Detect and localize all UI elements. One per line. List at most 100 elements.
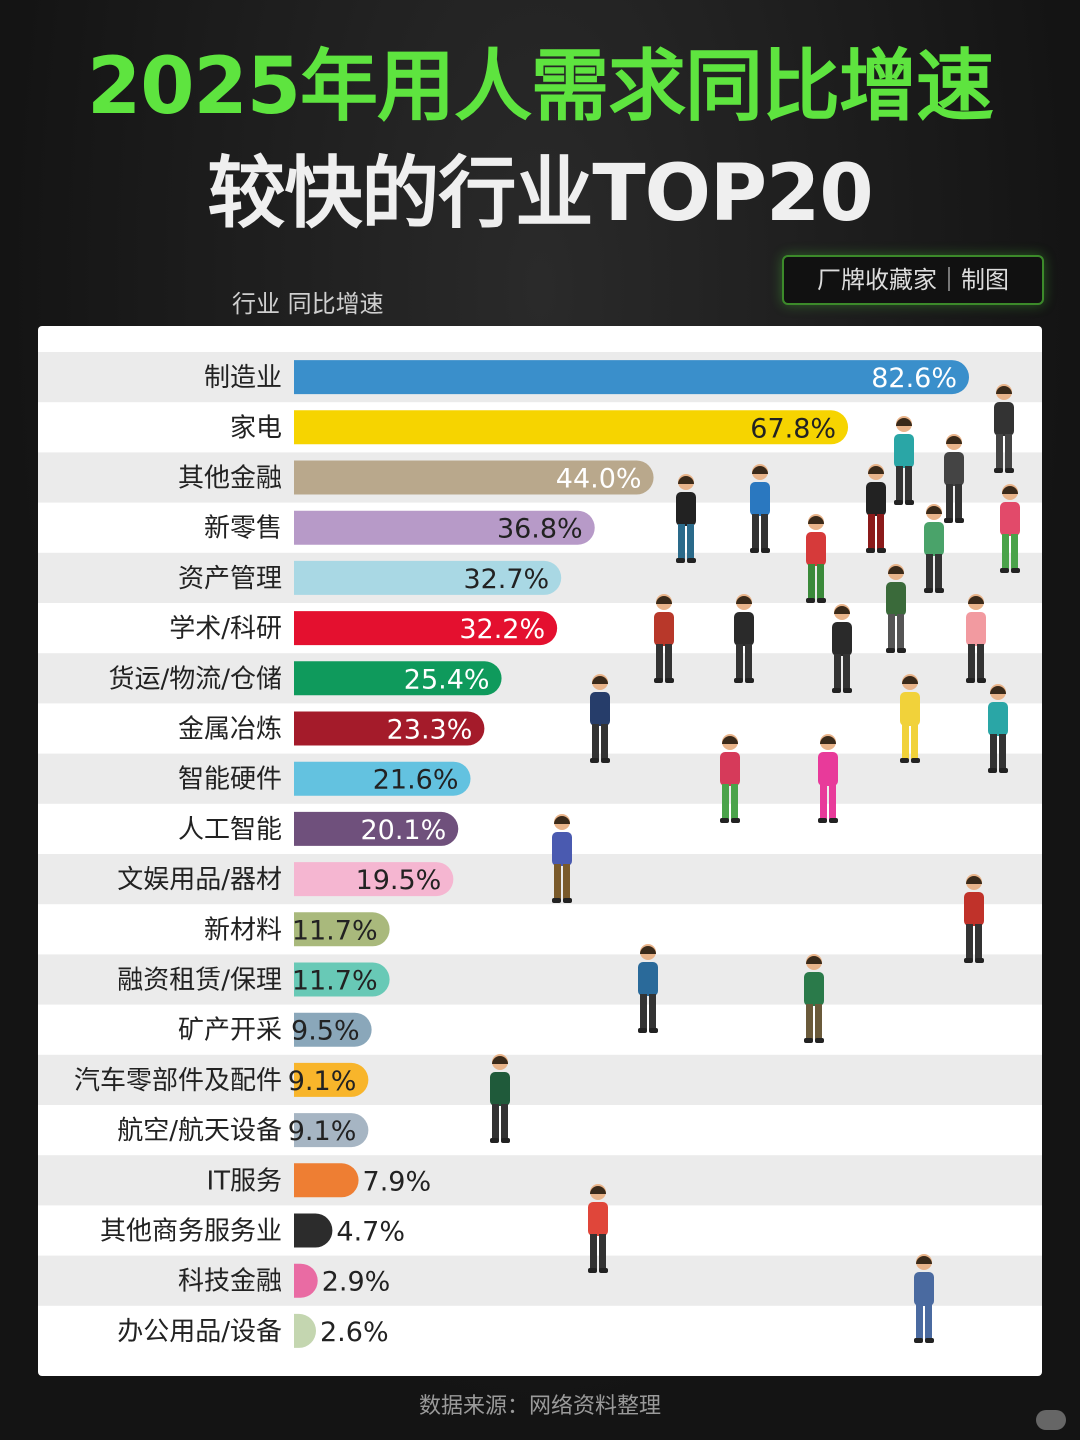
person-figure (750, 464, 770, 553)
row-stripe (38, 753, 1042, 804)
category-label: 货运/物流/仓储 (108, 664, 282, 694)
value-label: 9.1% (288, 1066, 357, 1097)
value-label: 4.7% (336, 1217, 405, 1248)
person-figure (490, 1054, 510, 1143)
person-figure (818, 734, 838, 823)
row-stripe (38, 1155, 1042, 1206)
bar (294, 510, 595, 545)
person-figure (804, 954, 824, 1043)
value-label: 21.6% (373, 765, 459, 796)
row-stripe (38, 954, 1042, 1005)
category-label: 文娱用品/器材 (117, 865, 282, 895)
column-header-label: 行业 同比增速 (232, 290, 384, 318)
brand-badge: 厂牌收藏家｜制图 (782, 255, 1044, 305)
category-label: 人工智能 (178, 815, 282, 845)
category-label: 办公用品/设备 (117, 1317, 282, 1347)
person-figure (994, 384, 1014, 473)
person-figure (806, 514, 826, 603)
person-figure (924, 504, 944, 593)
bar (294, 862, 454, 897)
person-figure (734, 594, 754, 683)
category-label: 制造业 (204, 363, 282, 393)
category-label: 其他商务服务业 (100, 1217, 282, 1247)
chart-title-line2: 较快的行业TOP20 (207, 149, 873, 239)
category-label: 汽车零部件及配件 (74, 1066, 282, 1096)
bar (294, 711, 485, 746)
value-label: 25.4% (404, 664, 490, 695)
value-label: 44.0% (556, 464, 642, 495)
bar (294, 360, 969, 395)
bar (294, 560, 562, 595)
value-label: 32.7% (463, 564, 549, 595)
bar (294, 661, 502, 696)
category-label: 航空/航天设备 (117, 1116, 282, 1146)
row-stripe (38, 1255, 1042, 1306)
category-label: 科技金融 (178, 1267, 282, 1297)
bar (294, 912, 390, 947)
row-stripe (38, 1054, 1042, 1105)
category-label: 资产管理 (178, 564, 282, 594)
person-figure (638, 944, 658, 1033)
person-figure (964, 874, 984, 963)
value-label: 2.9% (322, 1267, 391, 1298)
value-label: 2.6% (320, 1317, 389, 1348)
bar (294, 460, 654, 495)
value-label: 11.7% (292, 915, 378, 946)
value-label: 19.5% (356, 865, 442, 896)
value-label: 32.2% (459, 614, 545, 645)
person-figure (590, 674, 610, 763)
value-label: 9.5% (291, 1016, 360, 1047)
person-figure (944, 434, 964, 523)
category-label: 家电 (230, 413, 282, 443)
person-figure (966, 594, 986, 683)
person-figure (914, 1254, 934, 1343)
chart-title-line1: 2025年用人需求同比增速 (86, 42, 994, 132)
row-stripe (38, 653, 1042, 704)
person-figure (832, 604, 852, 693)
value-label: 67.8% (750, 413, 836, 444)
value-label: 11.7% (292, 966, 378, 997)
decorative-people (490, 384, 1020, 1343)
bar (294, 761, 471, 796)
category-label: 学术/科研 (169, 614, 282, 644)
person-figure (886, 564, 906, 653)
value-label: 82.6% (871, 363, 957, 394)
bar (294, 1163, 359, 1198)
value-label: 20.1% (360, 815, 446, 846)
bar (294, 811, 459, 846)
chart-panel: 制造业 82.6% 家电 67.8% 其他金融 44.0% 新零售 36.8% 资产管理 32.7… (38, 326, 1042, 1376)
bar (294, 1313, 316, 1348)
bar (294, 1062, 369, 1097)
value-label: 36.8% (497, 514, 583, 545)
category-label: 其他金融 (178, 464, 282, 494)
value-label: 7.9% (363, 1166, 432, 1197)
bar (294, 1113, 369, 1148)
category-label: 新材料 (204, 915, 282, 945)
person-figure (552, 814, 572, 903)
bar (294, 611, 558, 646)
person-figure (900, 674, 920, 763)
person-figure (654, 594, 674, 683)
data-source-note: 数据来源：网络资料整理 (418, 1394, 661, 1419)
bar-chart: 制造业 82.6% 家电 67.8% 其他金融 44.0% 新零售 36.8% 资产管理 32.7… (38, 352, 1042, 1348)
category-label: IT服务 (206, 1166, 282, 1196)
watermark-badge (1036, 1410, 1066, 1430)
category-label: 智能硬件 (178, 765, 282, 795)
person-figure (866, 464, 886, 553)
person-figure (588, 1184, 608, 1273)
person-figure (988, 684, 1008, 773)
value-label: 23.3% (387, 715, 473, 746)
row-stripe (38, 854, 1042, 905)
value-label: 9.1% (288, 1116, 357, 1147)
bar (294, 410, 849, 445)
bar (294, 1012, 372, 1047)
category-label: 新零售 (204, 514, 282, 544)
category-label: 融资租赁/保理 (117, 966, 282, 996)
category-label: 金属冶炼 (178, 715, 282, 745)
bar (294, 1263, 318, 1298)
person-figure (676, 474, 696, 563)
person-figure (894, 416, 914, 505)
person-figure (1000, 484, 1020, 573)
person-figure (720, 734, 740, 823)
bar (294, 1213, 333, 1248)
